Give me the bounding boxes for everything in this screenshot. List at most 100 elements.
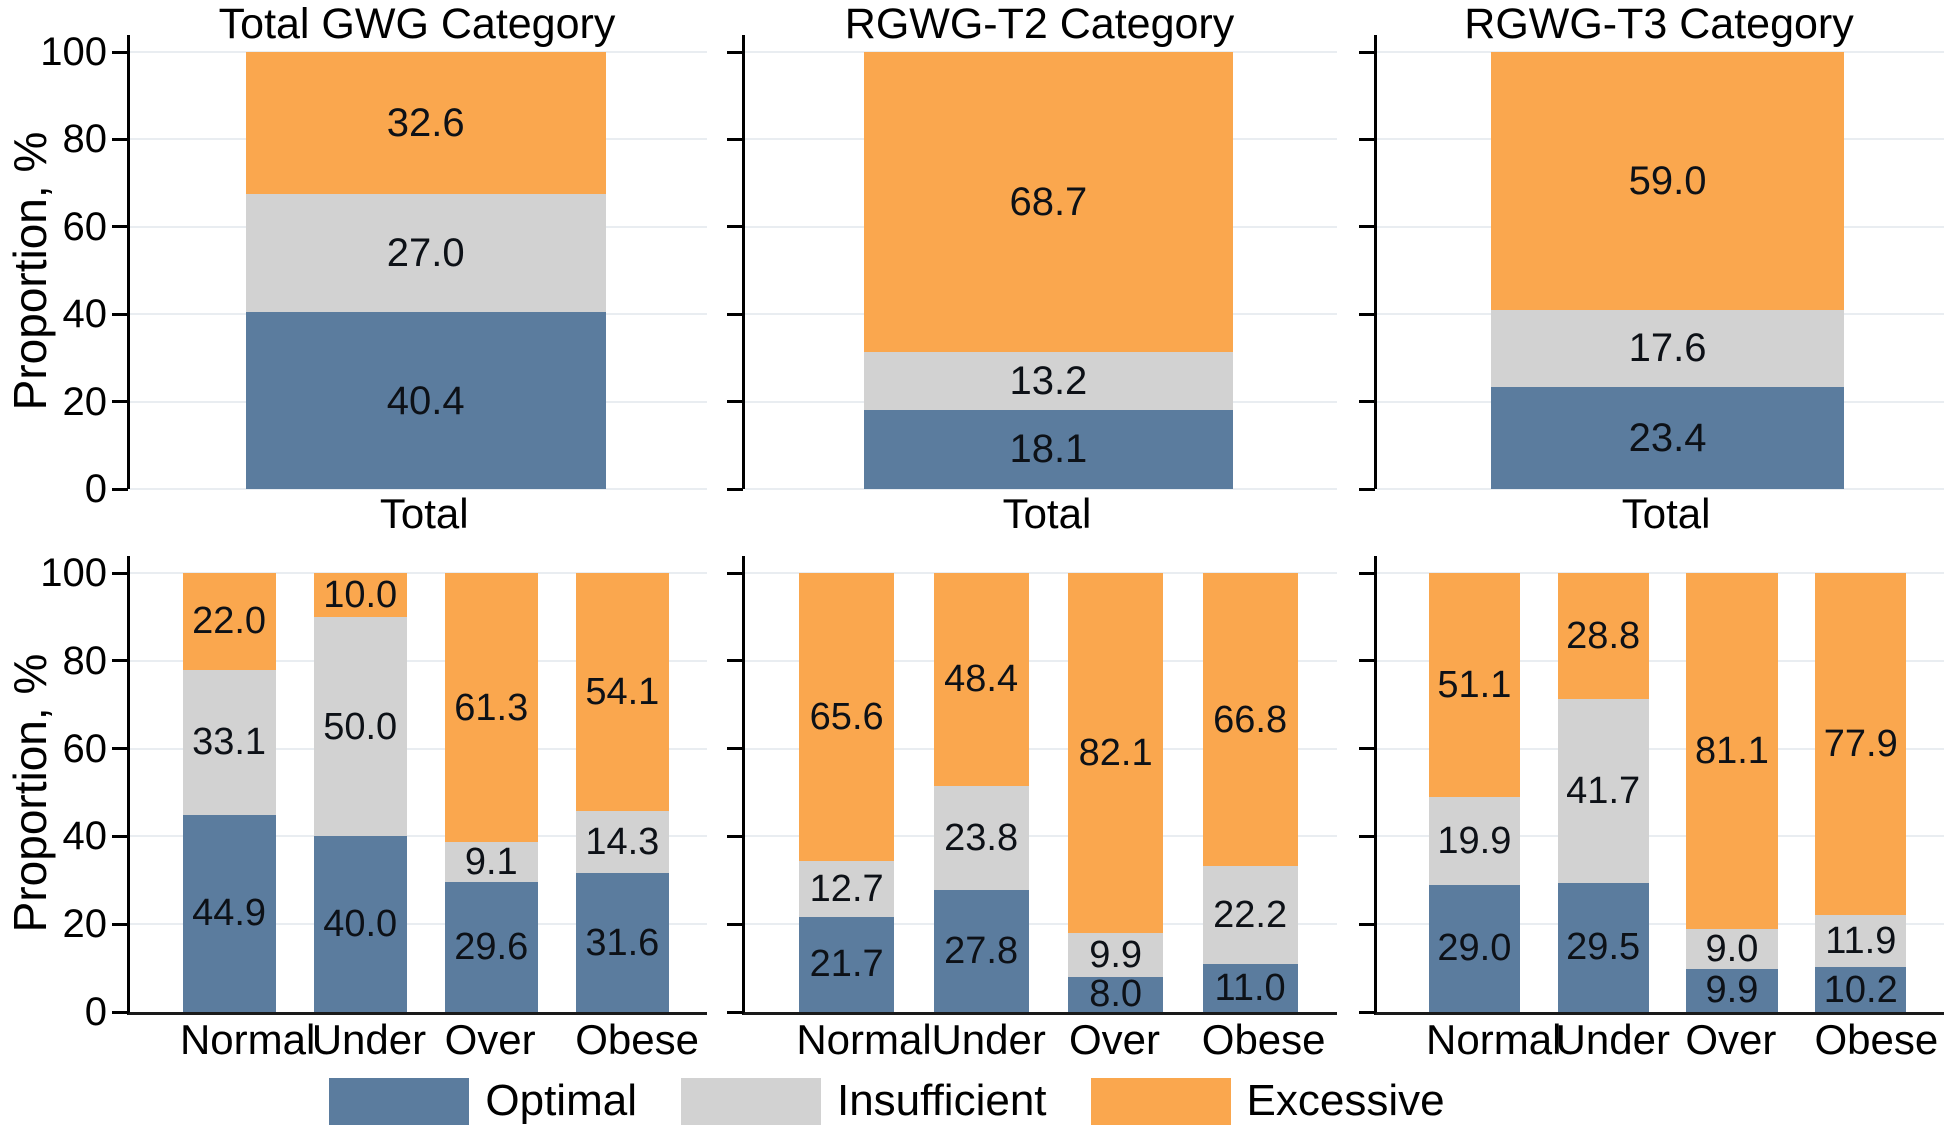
value-label: 27.0 [386,231,465,276]
value-label: 23.4 [1628,415,1707,460]
segment-optimal: 27.8 [933,889,1029,1012]
x-label-over: Over [1068,1016,1160,1063]
legend-label: Optimal [485,1076,637,1125]
segment-optimal: 29.6 [444,882,538,1012]
y-tick [112,312,128,316]
segment-excessive: 28.8 [1557,573,1649,700]
y-tick [1359,400,1375,404]
value-label: 44.9 [192,892,267,935]
segment-excessive: 66.8 [1202,573,1298,867]
bar-rgwg-t2-by-bmi-over: 8.0 9.9 82.1 [1068,573,1164,1013]
value-label: 66.8 [1213,698,1288,741]
y-tick [1359,747,1375,751]
panel-title: RGWG-T2 Category [844,0,1235,48]
bars-rgwg-t3-overall: 23.4 17.6 59.0 [1377,52,1944,489]
y-tick [727,487,743,491]
segment-insufficient: 12.7 [799,861,895,917]
bar-rgwg-t3-by-bmi-under: 29.5 41.7 28.8 [1557,573,1649,1012]
x-label-obese: Obese [575,1016,699,1063]
x-categories-rgwg-t3-overall: Total [1374,489,1944,540]
segment-insufficient: 19.9 [1428,797,1520,885]
bar-rgwg-t3-by-bmi-normal: 29.0 19.9 51.1 [1428,573,1520,1012]
legend-item-optimal: Optimal [329,1076,637,1126]
bar-total-gwg-overall-total: 40.4 27.0 32.6 [245,52,606,489]
y-axis-cap [742,35,745,52]
y-tick [727,137,743,141]
value-label: 17.6 [1628,326,1707,371]
value-label: 28.8 [1566,615,1641,658]
segment-excessive: 81.1 [1686,573,1778,930]
segment-insufficient: 23.8 [933,785,1029,890]
y-tick [112,747,128,751]
y-tick-label: 60 [62,726,108,771]
value-label: 12.7 [809,867,884,910]
gridline [1377,747,1944,750]
panel-title: RGWG-T3 Category [1464,0,1854,48]
chart-row-bottom: Proportion, % 0 20 40 60 80 100 44.9 33.1 22.0 40.… [0,553,1944,1065]
value-label: 41.7 [1566,769,1641,812]
plot-rgwg-t3-overall: 23.4 17.6 59.0 [1359,35,1944,491]
value-label: 29.5 [1566,926,1641,969]
value-label: 31.6 [585,921,660,964]
y-tick [727,1010,743,1014]
y-axis-gutter-bottom: Proportion, % 0 20 40 60 80 100 [0,553,127,1062]
segment-excessive: 10.0 [313,573,407,617]
bar-rgwg-t2-by-bmi-obese: 11.0 22.2 66.8 [1202,573,1298,1012]
x-label-total: Total [379,490,469,537]
y-tick [1359,659,1375,663]
y-tick [112,571,128,575]
value-label: 9.1 [464,841,518,884]
gridline [745,923,1337,926]
y-tick [112,1010,128,1014]
y-tick [1359,571,1375,575]
x-label-total: Total [1621,490,1711,537]
gridline [130,572,707,574]
y-tick [1359,50,1375,54]
segment-optimal: 29.5 [1557,882,1649,1012]
y-tick-label: 20 [62,379,108,424]
y-tick [1359,137,1375,141]
y-axis-cap [1374,35,1377,52]
bar-rgwg-t2-overall-total: 18.1 13.2 68.7 [863,52,1234,489]
x-categories-rgwg-t2-by-bmi: Normal Under Over Obese [742,1015,1337,1065]
x-categories-total-gwg-by-bmi: Normal Under Over Obese [127,1015,707,1065]
gridline [1377,659,1944,662]
gridline [130,835,707,838]
y-tick [727,922,743,926]
y-tick-label: 20 [62,902,108,947]
segment-insufficient: 17.6 [1490,309,1845,387]
segment-insufficient: 11.9 [1815,915,1907,968]
segment-optimal: 10.2 [1815,967,1907,1012]
legend-swatch-excessive [1090,1077,1231,1125]
x-label-under: Under [931,1016,1046,1063]
value-label: 77.9 [1823,723,1898,766]
y-tick [112,50,128,54]
y-tick [112,225,128,229]
value-label: 54.1 [585,670,660,713]
value-label: 9.0 [1705,927,1759,970]
y-tick-label: 40 [62,814,108,859]
value-label: 33.1 [192,721,267,764]
bar-rgwg-t3-by-bmi-over: 9.9 9.0 81.1 [1686,573,1778,1012]
y-tick [1359,312,1375,316]
panel-title: Total GWG Category [218,0,616,48]
bar-total-gwg-by-bmi-normal: 44.9 33.1 22.0 [182,573,276,1012]
y-tick [1359,834,1375,838]
y-tick [727,400,743,404]
segment-optimal: 9.9 [1686,968,1778,1012]
value-label: 29.0 [1437,927,1512,970]
bar-rgwg-t2-by-bmi-under: 27.8 23.8 48.4 [933,573,1029,1012]
plot-rgwg-t3-by-bmi: 29.0 19.9 51.1 29.5 41.7 28.8 9.9 9.0 81.1 10.2 11… [1359,556,1944,1015]
segment-excessive: 48.4 [933,573,1029,786]
plot-total-gwg-overall: 40.4 27.0 32.6 [112,35,707,491]
panel-total-gwg-by-bmi: 44.9 33.1 22.0 40.0 50.0 10.0 29.6 9.1 61.3 31.6 1… [112,556,707,1065]
bars-rgwg-t2-overall: 18.1 13.2 68.7 [745,52,1337,489]
value-label: 13.2 [1009,359,1088,404]
gridline [745,747,1337,750]
y-tick-area-bottom: Proportion, % 0 20 40 60 80 100 [0,553,127,1032]
y-tick-label: 80 [62,638,108,683]
segment-insufficient: 13.2 [863,352,1234,410]
y-tick [112,834,128,838]
legend-swatch-insufficient [680,1077,821,1125]
plot-rgwg-t2-by-bmi: 21.7 12.7 65.6 27.8 23.8 48.4 8.0 9.9 82.1 11.0 22… [727,556,1337,1015]
